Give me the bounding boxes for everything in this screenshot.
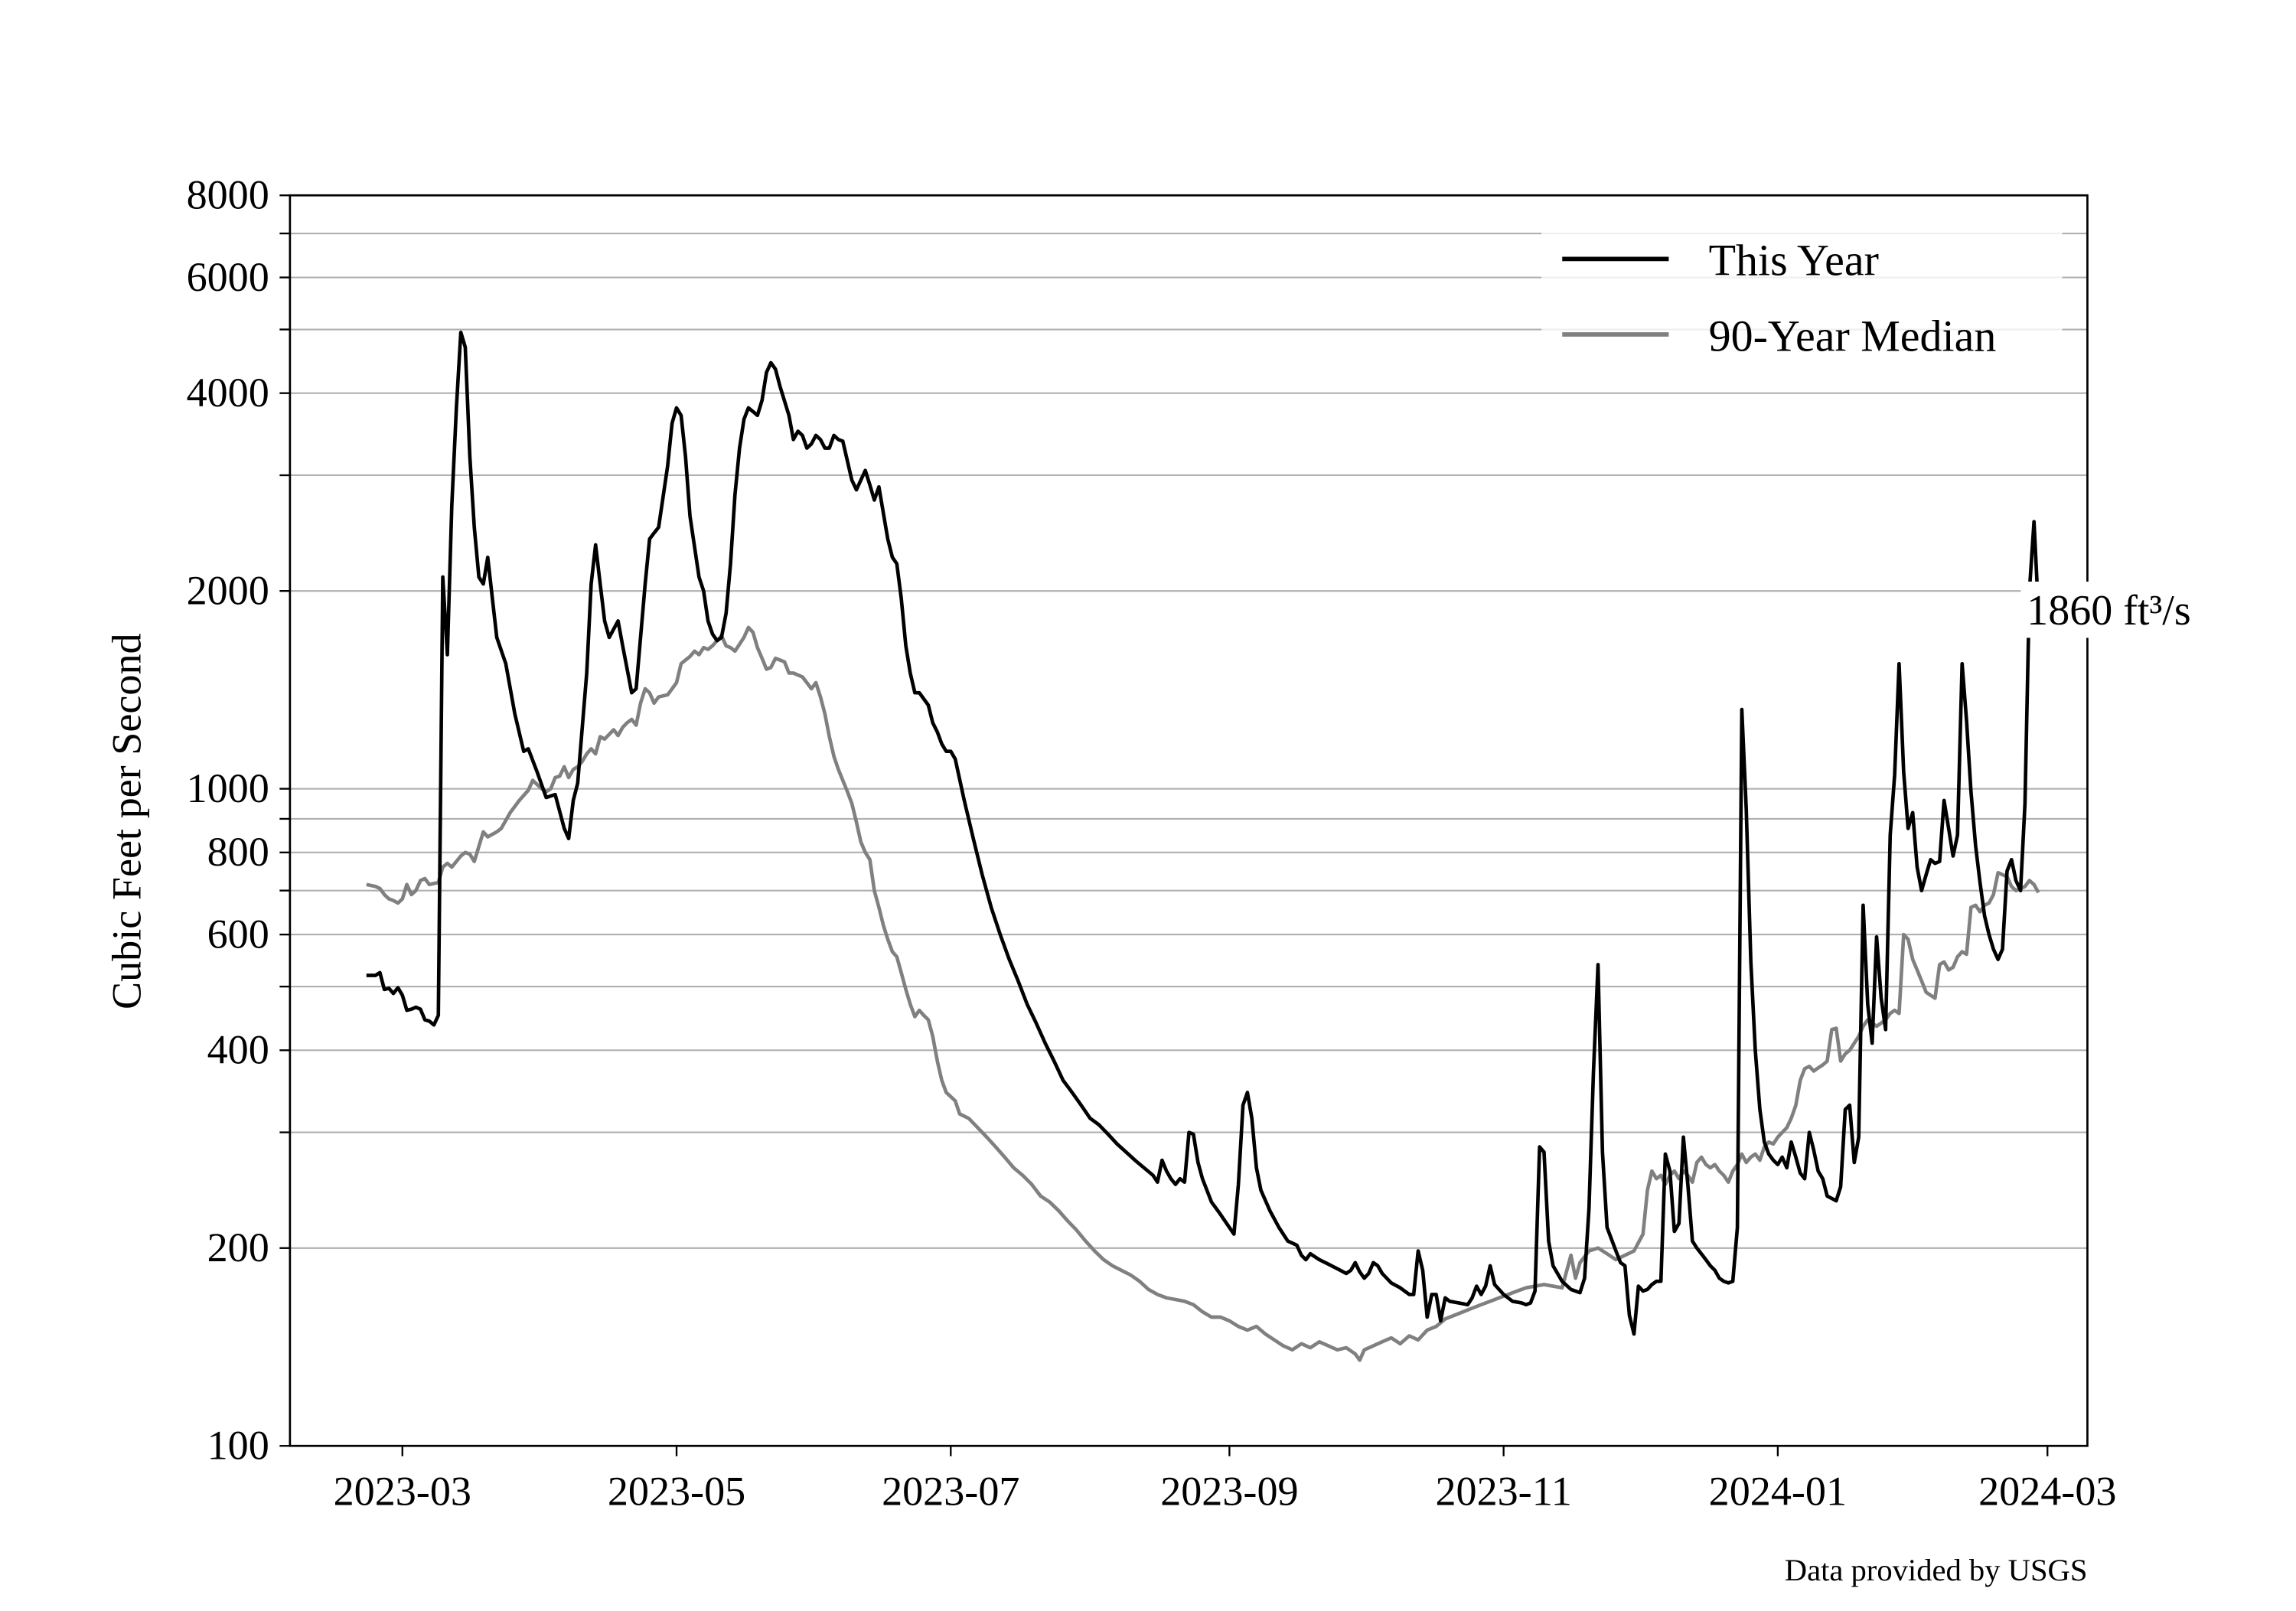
legend-label-this-year: This Year	[1709, 236, 1879, 285]
x-tick-label: 2023-05	[608, 1469, 745, 1515]
y-axis-ticks: 100 200 400 600 800 1000 2000 4000 6000 8000	[187, 172, 290, 1469]
x-tick-label: 2024-01	[1709, 1469, 1847, 1515]
plot-frame	[289, 194, 2089, 1447]
current-value-text: 1860 ft³/s	[2027, 587, 2190, 634]
y-tick-label: 200	[207, 1225, 269, 1270]
current-value-annotation: 1860 ft³/s	[2020, 581, 2229, 638]
y-tick-label: 6000	[187, 254, 269, 300]
legend: This Year 90-Year Median	[1541, 224, 2063, 380]
y-tick-label: 800	[207, 829, 269, 875]
legend-background	[1541, 224, 2063, 380]
x-axis-ticks: 2023-03 2023-05 2023-07 2023-09 2023-11 2024-…	[334, 1446, 2116, 1515]
series-lines	[366, 330, 2040, 1362]
annotation-background	[2020, 581, 2229, 638]
y-gridlines	[289, 232, 2088, 1249]
median-line	[366, 625, 2040, 1362]
y-tick-label: 2000	[187, 568, 269, 614]
data-source-footer: Data provided by USGS	[1785, 1553, 2088, 1587]
this-year-line	[366, 330, 2040, 1336]
y-axis-label: Cubic Feet per Second	[104, 633, 150, 1009]
legend-label-median: 90-Year Median	[1709, 311, 1997, 360]
y-tick-label: 4000	[187, 370, 269, 416]
axes	[289, 194, 2089, 1447]
x-tick-label: 2023-03	[334, 1469, 471, 1515]
x-tick-label: 2024-03	[1978, 1469, 2116, 1515]
y-tick-label: 8000	[187, 172, 269, 218]
y-tick-label: 100	[207, 1423, 269, 1469]
x-tick-label: 2023-09	[1160, 1469, 1298, 1515]
y-tick-label: 600	[207, 911, 269, 957]
y-tick-label: 400	[207, 1027, 269, 1073]
y-tick-label: 1000	[187, 765, 269, 811]
x-tick-label: 2023-11	[1435, 1469, 1571, 1515]
x-tick-label: 2023-07	[882, 1469, 1019, 1515]
